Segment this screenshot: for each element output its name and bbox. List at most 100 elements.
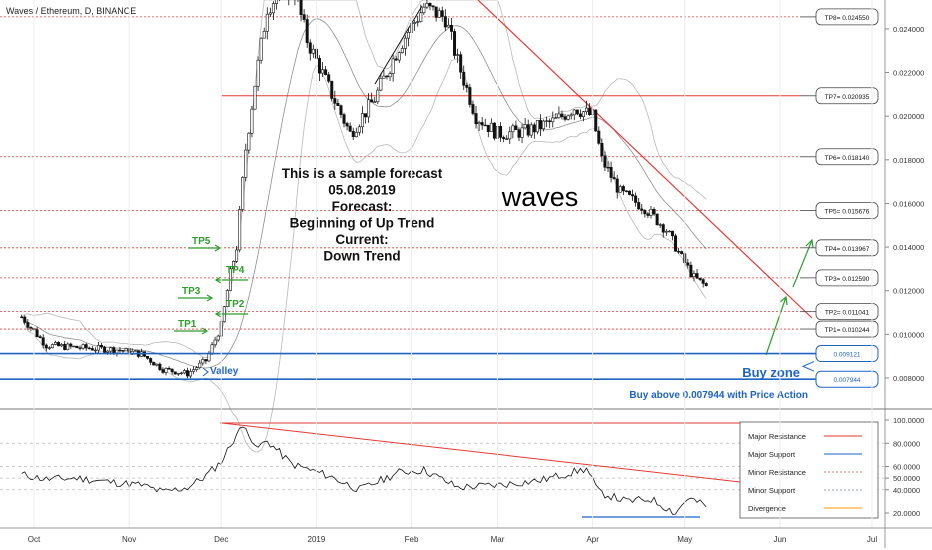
valley-label: Valley bbox=[210, 366, 239, 377]
candle-down bbox=[680, 251, 684, 254]
candle-up bbox=[557, 113, 561, 119]
candle-up bbox=[357, 126, 361, 133]
time-tick-label: 2019 bbox=[308, 535, 326, 544]
candle-down bbox=[339, 105, 343, 115]
candle-up bbox=[446, 24, 450, 28]
legend-item-label: Divergence bbox=[748, 504, 786, 513]
legend: Major Resistance Major Support Minor Resis… bbox=[739, 421, 879, 519]
left-annotations: TP1 TP3 TP5 TP4 TP2 Valley bbox=[174, 236, 248, 377]
candle-up bbox=[692, 273, 696, 277]
candle-down bbox=[646, 213, 650, 216]
candle-up bbox=[545, 120, 549, 122]
price-tick-label: 0.020000 bbox=[893, 112, 924, 121]
candle-down bbox=[330, 80, 334, 99]
candle-down bbox=[29, 327, 33, 329]
candle-down bbox=[20, 316, 24, 319]
forecast-arrow-1 bbox=[765, 296, 787, 356]
candle-up bbox=[213, 339, 217, 346]
candle-up bbox=[400, 48, 404, 53]
candle-up bbox=[164, 367, 168, 373]
target-label-2: TP2= 0.011041 bbox=[825, 310, 870, 317]
candle-down bbox=[695, 273, 699, 279]
candle-down bbox=[23, 316, 27, 323]
candle-down bbox=[87, 347, 91, 350]
candle-up bbox=[259, 37, 263, 61]
candle-up bbox=[649, 208, 653, 216]
candle-up bbox=[379, 78, 383, 91]
osc-tick-label: 60.0000 bbox=[893, 463, 920, 472]
candle-up bbox=[265, 13, 269, 32]
osc-tick-label: 40.0000 bbox=[893, 486, 920, 495]
candle-up bbox=[207, 352, 211, 362]
candle-up bbox=[262, 30, 266, 39]
downtrend-resistance-line bbox=[477, 0, 813, 319]
candle-up bbox=[256, 59, 260, 87]
candle-down bbox=[348, 125, 352, 132]
chart-watermark: waves bbox=[501, 182, 579, 212]
candle-down bbox=[698, 277, 702, 280]
candle-up bbox=[566, 115, 570, 120]
candle-down bbox=[603, 155, 607, 168]
price-tick-label: 0.010000 bbox=[893, 330, 924, 339]
candle-down bbox=[308, 42, 312, 54]
candle-down bbox=[628, 190, 632, 195]
candle-down bbox=[468, 87, 472, 105]
candle-down bbox=[517, 129, 521, 138]
candle-down bbox=[597, 130, 601, 144]
candle-up bbox=[109, 347, 113, 352]
candle-up bbox=[253, 85, 257, 110]
annotation-arrow-head bbox=[214, 310, 222, 318]
candle-down bbox=[563, 116, 567, 120]
candle-down bbox=[514, 125, 518, 131]
candle-down bbox=[686, 262, 690, 266]
candle-up bbox=[66, 343, 70, 350]
target-label-7: TP7= 0.020935 bbox=[825, 94, 870, 101]
candle-down bbox=[480, 122, 484, 126]
candle-down bbox=[152, 362, 156, 366]
candle-up bbox=[667, 230, 671, 233]
candle-down bbox=[342, 114, 346, 124]
candle-down bbox=[483, 124, 487, 127]
annotation-tp2: TP2 bbox=[226, 299, 245, 310]
time-tick-label: Apr bbox=[586, 535, 599, 544]
candle-down bbox=[612, 177, 616, 180]
candle-up bbox=[106, 350, 110, 353]
candle-down bbox=[185, 370, 189, 377]
candle-up bbox=[511, 125, 515, 133]
candle-up bbox=[238, 209, 242, 251]
forecast-arrow-2 bbox=[792, 239, 813, 288]
legend-item-label: Minor Support bbox=[748, 486, 796, 495]
rising-channel-line bbox=[374, 5, 423, 85]
candle-down bbox=[588, 107, 592, 116]
buy-zone-note: Buy above 0.007944 with Price Action bbox=[629, 390, 808, 401]
candle-up bbox=[581, 111, 585, 117]
candle-up bbox=[225, 290, 229, 307]
time-tick-label: Jul bbox=[867, 535, 877, 544]
candle-down bbox=[677, 250, 681, 253]
candle-down bbox=[652, 208, 656, 215]
candle-up bbox=[397, 52, 401, 61]
candle-down bbox=[526, 124, 530, 136]
candle-up bbox=[247, 132, 251, 151]
candle-down bbox=[701, 279, 705, 284]
candle-down bbox=[69, 343, 73, 347]
candle-up bbox=[391, 58, 395, 74]
candle-down bbox=[100, 344, 104, 348]
candle-down bbox=[75, 345, 79, 349]
candle-down bbox=[443, 16, 447, 28]
zone-upper-label: 0.009121 bbox=[833, 352, 860, 359]
candle-up bbox=[413, 22, 417, 24]
time-tick-label: Nov bbox=[122, 535, 136, 544]
candle-down bbox=[624, 190, 628, 192]
candle-down bbox=[670, 230, 674, 237]
candle-down bbox=[35, 329, 39, 337]
candle-up bbox=[250, 108, 254, 134]
candle-up bbox=[241, 177, 245, 210]
candle-down bbox=[327, 74, 331, 82]
candle-up bbox=[274, 0, 278, 4]
candle-down bbox=[78, 347, 82, 349]
candle-down bbox=[606, 166, 610, 169]
candle-down bbox=[704, 283, 708, 287]
